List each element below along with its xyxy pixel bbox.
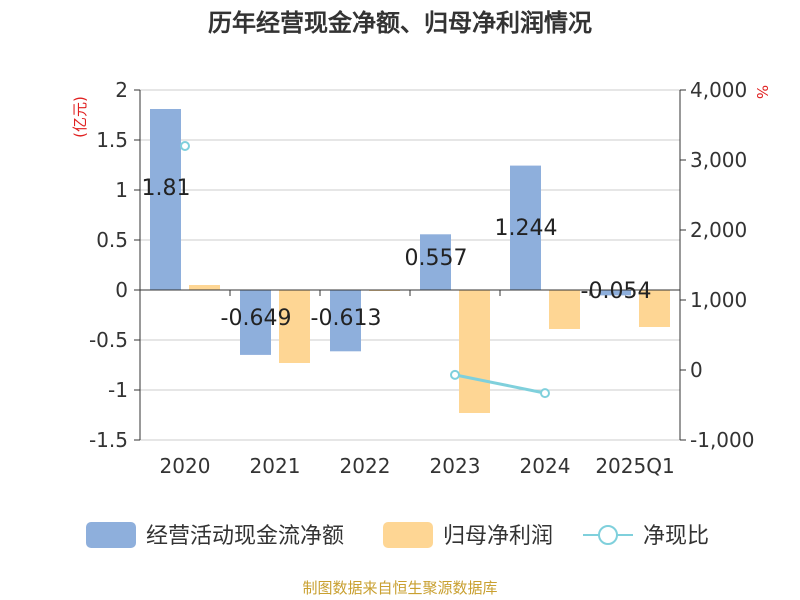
legend-label: 归母净利润 — [443, 524, 553, 549]
right-axis-unit: % — [753, 85, 771, 99]
bar-net-profit — [639, 290, 670, 327]
bar-series — [150, 109, 670, 413]
right-tick-label: -1,000 — [690, 428, 754, 452]
bar-net-profit — [459, 290, 490, 413]
left-tick-label: 0 — [115, 278, 128, 302]
bar-cashflow — [240, 290, 271, 355]
x-tick-label: 2025Q1 — [595, 454, 674, 478]
legend-label: 经营活动现金流净额 — [146, 524, 344, 549]
x-tick-label: 2020 — [160, 454, 211, 478]
left-tick-label: 2 — [115, 78, 128, 102]
x-tick-label: 2024 — [520, 454, 571, 478]
left-axis-unit: (亿元) — [71, 96, 89, 138]
line-point-cash-ratio — [180, 141, 190, 151]
bar-data-label: -0.613 — [311, 306, 382, 331]
bar-cashflow — [330, 290, 361, 352]
left-tick-label: 0.5 — [96, 228, 128, 252]
line-segment-cash-ratio — [454, 373, 546, 395]
bar-net-profit — [189, 285, 220, 290]
right-tick-label: 0 — [690, 358, 703, 382]
right-tick-label: 2,000 — [690, 218, 747, 242]
line-point-cash-ratio — [540, 388, 550, 399]
bar-cashflow — [510, 165, 541, 290]
legend-label: 净现比 — [643, 524, 709, 549]
bar-data-label: 1.81 — [142, 176, 191, 201]
bar-net-profit — [549, 290, 580, 329]
bar-net-profit — [279, 290, 310, 363]
bar-cashflow — [420, 234, 451, 290]
line-point-cash-ratio — [450, 369, 460, 380]
right-tick-label: 1,000 — [690, 288, 747, 312]
legend-swatch — [86, 522, 136, 548]
left-tick-label: 1 — [115, 178, 128, 202]
data-labels: 1.81 -0.649 -0.613 0.557 1.244 -0.054 — [142, 176, 652, 331]
source-note: 制图数据来自恒生聚源数据库 — [302, 579, 497, 597]
axes: 2 1.5 1 0.5 0 -0.5 -1 -1.5 4,000 3,000 2,000 1,000 0… — [89, 78, 755, 478]
bar-data-label: -0.054 — [581, 279, 652, 304]
x-tick-label: 2023 — [430, 454, 481, 478]
x-tick-label: 2021 — [250, 454, 301, 478]
left-tick-label: -0.5 — [89, 328, 128, 352]
bar-data-label: -0.649 — [221, 306, 292, 331]
left-tick-label: 1.5 — [96, 128, 128, 152]
left-tick-label: -1.5 — [89, 428, 128, 452]
bar-data-label: 1.244 — [495, 216, 558, 241]
right-tick-label: 4,000 — [690, 78, 747, 102]
bar-cashflow — [600, 290, 631, 296]
chart-title: 历年经营现金净额、归母净利润情况 — [208, 9, 592, 37]
bar-data-label: 0.557 — [405, 246, 468, 271]
bar-cashflow — [150, 109, 181, 290]
legend-swatch — [383, 522, 433, 548]
line-series — [180, 141, 550, 399]
left-tick-label: -1 — [108, 378, 128, 402]
right-tick-label: 3,000 — [690, 148, 747, 172]
legend: 经营活动现金流净额 归母净利润 净现比 — [86, 522, 709, 549]
x-tick-label: 2022 — [340, 454, 391, 478]
legend-marker — [598, 525, 618, 545]
